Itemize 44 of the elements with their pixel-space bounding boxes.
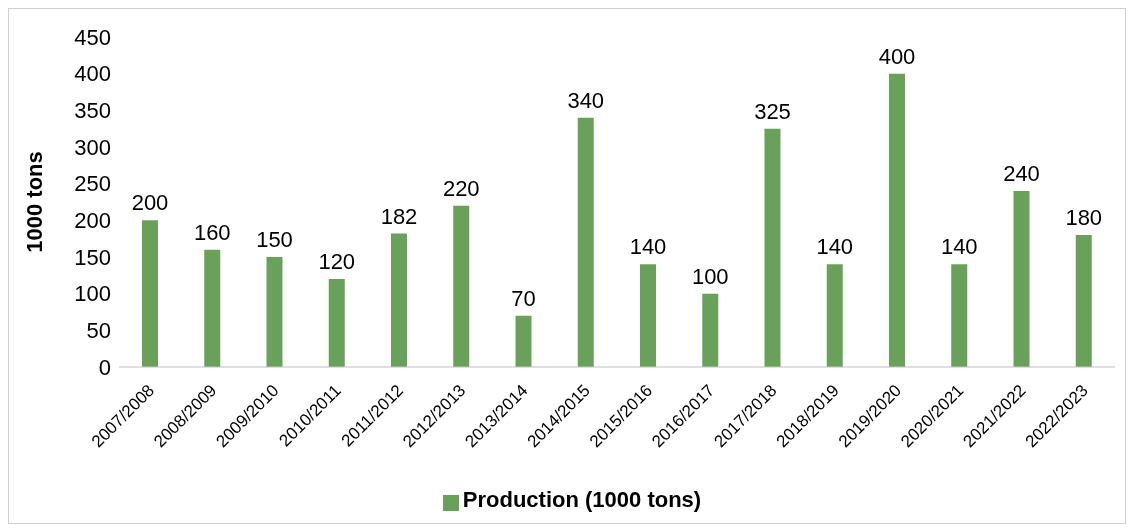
y-tick-label: 50 [86, 318, 111, 344]
data-label: 200 [131, 190, 169, 216]
bar [640, 264, 656, 367]
data-label: 160 [193, 219, 231, 245]
legend-label: Production (1000 tons) [462, 487, 702, 512]
y-tick-label: 100 [74, 281, 111, 307]
data-label: 400 [878, 43, 916, 69]
y-tick-label: 150 [74, 244, 111, 270]
bar [702, 293, 719, 367]
y-tick-label: 300 [74, 134, 111, 160]
data-label: 340 [567, 87, 605, 113]
data-label: 180 [1065, 205, 1103, 230]
bar [951, 264, 968, 367]
y-tick-label: 250 [74, 171, 111, 197]
data-label: 325 [754, 98, 791, 124]
y-tick-label: 0 [98, 354, 111, 380]
y-tick-label: 450 [74, 24, 111, 50]
y-tick-label: 200 [74, 208, 111, 234]
data-label: 150 [256, 227, 293, 252]
bar [764, 128, 781, 367]
y-tick-label: 400 [74, 61, 111, 87]
y-axis-title: 1000 tons [21, 151, 47, 253]
bar [142, 220, 158, 367]
data-label: 140 [816, 234, 854, 260]
data-label: 240 [1003, 161, 1040, 186]
data-label: 70 [511, 285, 536, 311]
bar [328, 279, 345, 367]
bar [391, 233, 407, 367]
bar [204, 249, 221, 367]
bar [1075, 235, 1092, 367]
data-label: 120 [318, 249, 356, 274]
y-tick-label: 350 [74, 98, 111, 124]
data-label: 182 [380, 203, 418, 229]
data-label: 140 [940, 234, 978, 260]
bar [515, 315, 532, 367]
bar [889, 73, 905, 367]
bar [1013, 191, 1030, 367]
data-label: 100 [691, 263, 729, 289]
bar [453, 205, 470, 367]
bar [826, 264, 843, 367]
data-label: 140 [629, 234, 667, 260]
bar [577, 117, 594, 367]
data-label: 220 [442, 175, 480, 201]
bar [266, 257, 283, 367]
